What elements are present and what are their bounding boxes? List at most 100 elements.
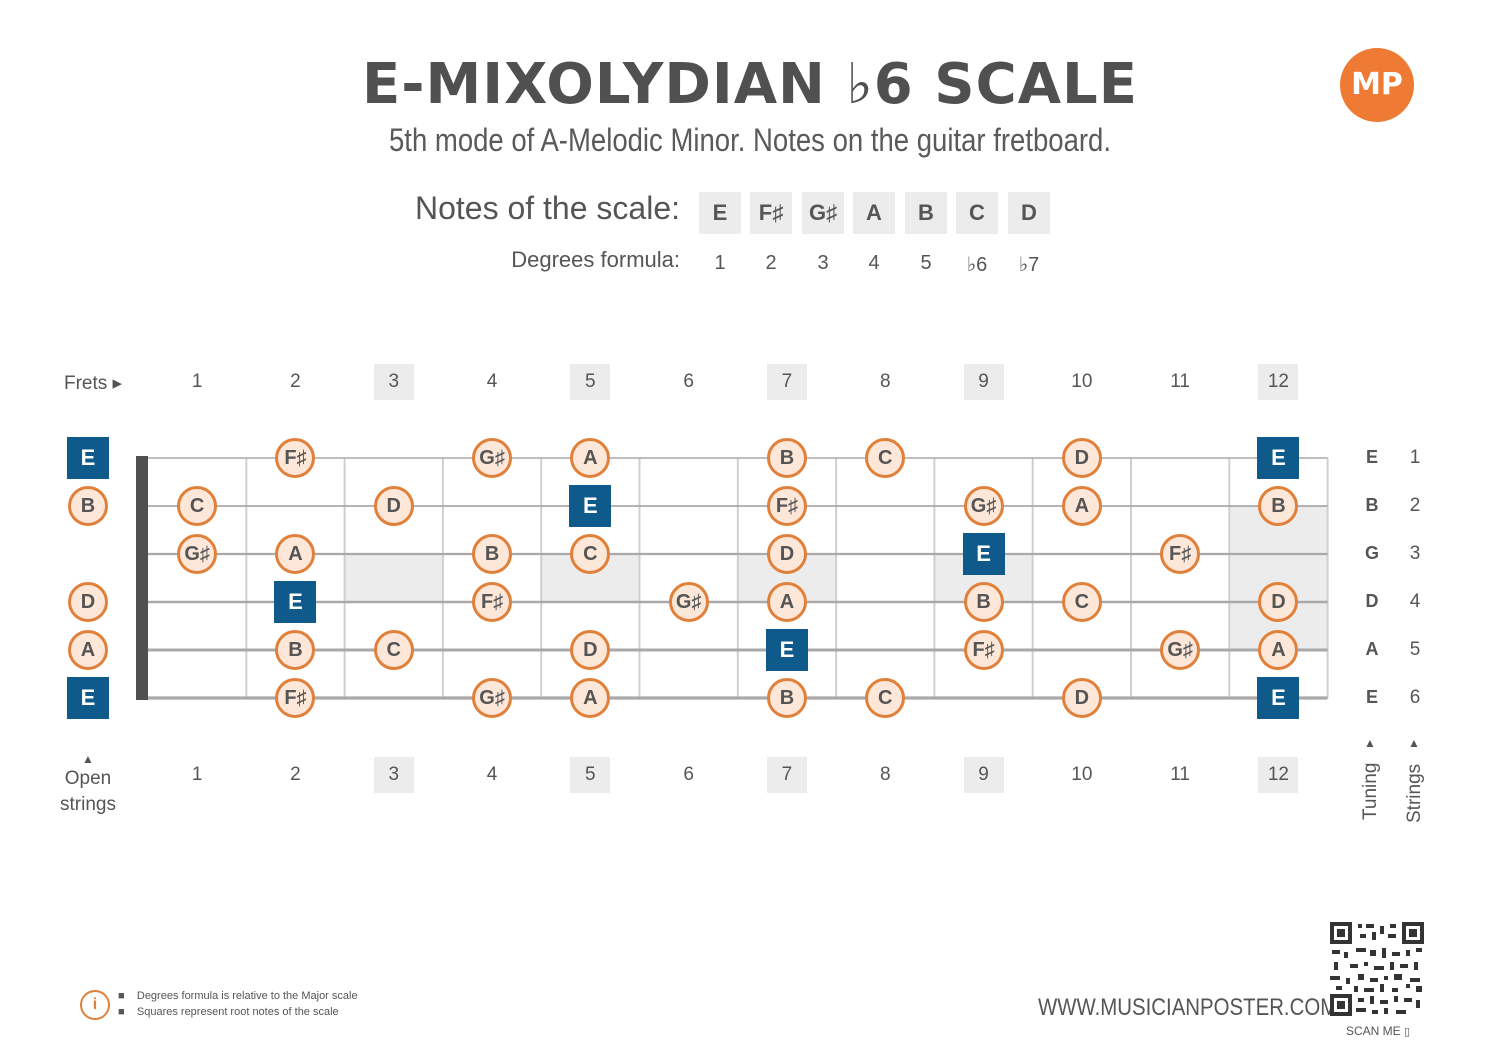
scale-note-dot: G♯	[177, 534, 218, 574]
notes-label: Notes of the scale:	[414, 190, 680, 226]
root-note: E	[962, 533, 1005, 575]
scale-note-dot: D	[570, 630, 611, 670]
fret-inlay-3	[344, 554, 443, 602]
scale-note-dot: D	[1258, 582, 1299, 622]
scale-note: D	[1008, 192, 1050, 234]
root-note: E	[67, 677, 109, 719]
fret-number-top: 11	[1170, 371, 1190, 392]
scale-note-dot: B	[766, 678, 807, 718]
fret-number-top: 2	[290, 371, 301, 392]
scale-note-dot: F♯	[275, 438, 316, 478]
scale-note-dot: D	[1061, 678, 1102, 718]
scale-note: C	[956, 192, 998, 234]
scale-degree: ♭7	[1018, 254, 1040, 276]
scale-note-dot: B	[472, 534, 513, 574]
scan-me-text: SCAN ME	[1346, 1024, 1401, 1038]
fret-number-top: 6	[683, 371, 694, 392]
scan-me-label: SCAN ME ▯	[1346, 1024, 1410, 1038]
scale-note-dot: D	[373, 486, 414, 526]
scale-note-dot: C	[177, 486, 218, 526]
info-icon: i	[80, 990, 110, 1020]
scale-note-dot: A	[766, 582, 807, 622]
root-note: E	[1257, 437, 1300, 479]
scale-note: E	[699, 192, 741, 234]
fret-number-top: 7	[766, 364, 807, 400]
scale-note-dot: C	[865, 678, 906, 718]
scale-note-dot: D	[766, 534, 807, 574]
scale-note-dot: G♯	[668, 582, 709, 622]
open-strings-label: ▲ Open strings	[48, 752, 128, 818]
scale-note: F♯	[750, 192, 792, 234]
fret-number-bottom: 8	[879, 764, 891, 785]
scale-note-dot: D	[1061, 438, 1102, 478]
tuning-label: Tuning	[1360, 762, 1381, 820]
fret-number-bottom: 12	[1258, 757, 1299, 793]
root-note: E	[274, 581, 317, 623]
scale-note-dot: B	[766, 438, 807, 478]
scale-note-dot: A	[68, 630, 108, 670]
fret-number-bottom: 9	[963, 757, 1004, 793]
scale-note-dot: C	[1061, 582, 1102, 622]
scale-degree: 2	[765, 252, 777, 274]
string-number: 6	[1409, 687, 1421, 708]
fret-number-top: 12	[1258, 364, 1299, 400]
scale-note-dot: A	[570, 678, 611, 718]
scale-degree: 4	[868, 252, 880, 274]
scale-note: B	[905, 192, 947, 234]
scale-note-dot: F♯	[472, 582, 513, 622]
tuning-note: E	[1365, 447, 1378, 467]
scale-note-dot: G♯	[472, 438, 513, 478]
fret-number-top: 3	[373, 364, 414, 400]
scale-note-dot: B	[1258, 486, 1299, 526]
scale-note-dot: A	[1258, 630, 1299, 670]
footnote-2: ■ Squares represent root notes of the sc…	[118, 1006, 339, 1018]
root-note: E	[67, 437, 109, 479]
fret-number-bottom: 2	[290, 764, 301, 785]
fret-number-bottom: 5	[570, 757, 611, 793]
root-note: E	[1257, 677, 1300, 719]
tuning-note: D	[1365, 591, 1379, 611]
fret-number-top: 1	[191, 371, 203, 392]
fret-number-top: 5	[570, 364, 611, 400]
footnote-2-text: Squares represent root notes of the scal…	[136, 1006, 339, 1018]
phone-icon: ▯	[1404, 1026, 1411, 1038]
scale-note-dot: F♯	[1160, 534, 1201, 574]
qr-code[interactable]	[1330, 922, 1424, 1016]
footnote-1-text: Degrees formula is relative to the Major…	[136, 990, 358, 1002]
logo: MP	[1340, 48, 1414, 122]
root-note: E	[765, 629, 808, 671]
fret-number-bottom: 10	[1071, 764, 1093, 785]
fret-number-top: 4	[486, 371, 498, 392]
footnote-1: ■ Degrees formula is relative to the Maj…	[118, 990, 358, 1002]
fret-number-bottom: 7	[766, 757, 807, 793]
fret-number-top: 8	[879, 371, 891, 392]
tuning-note: B	[1365, 495, 1379, 515]
strings-arrow-icon: ▲	[1408, 736, 1420, 750]
page-subtitle: 5th mode of A-Melodic Minor. Notes on th…	[388, 122, 1112, 158]
string-number: 4	[1409, 591, 1421, 612]
fret-number-top: 9	[963, 364, 1004, 400]
root-note: E	[569, 485, 612, 527]
fret-number-bottom: 1	[191, 764, 203, 785]
scale-degree: 1	[714, 252, 726, 274]
scale-note-dot: B	[275, 630, 316, 670]
frets-label: Frets ▸	[64, 373, 123, 394]
scale-note-dot: A	[275, 534, 316, 574]
website-link[interactable]: WWW.MUSICIANPOSTER.COM	[1038, 994, 1338, 1021]
scale-note-dot: F♯	[963, 630, 1004, 670]
open-arrow-icon: ▲	[82, 752, 94, 766]
scale-note-dot: C	[373, 630, 414, 670]
scale-note-dot: F♯	[275, 678, 316, 718]
scale-note-dot: A	[1061, 486, 1102, 526]
scale-note-dot: G♯	[963, 486, 1004, 526]
scale-note-dot: G♯	[472, 678, 513, 718]
strings-label: Strings	[1404, 763, 1425, 823]
scale-note-dot: C	[865, 438, 906, 478]
string-number: 1	[1409, 447, 1421, 468]
degrees-label: Degrees formula:	[511, 247, 680, 272]
scale-degree: ♭6	[966, 254, 988, 276]
scale-note-dot: G♯	[1160, 630, 1201, 670]
tuning-arrow-icon: ▲	[1364, 736, 1376, 750]
open-label-line1: Open	[64, 768, 112, 789]
